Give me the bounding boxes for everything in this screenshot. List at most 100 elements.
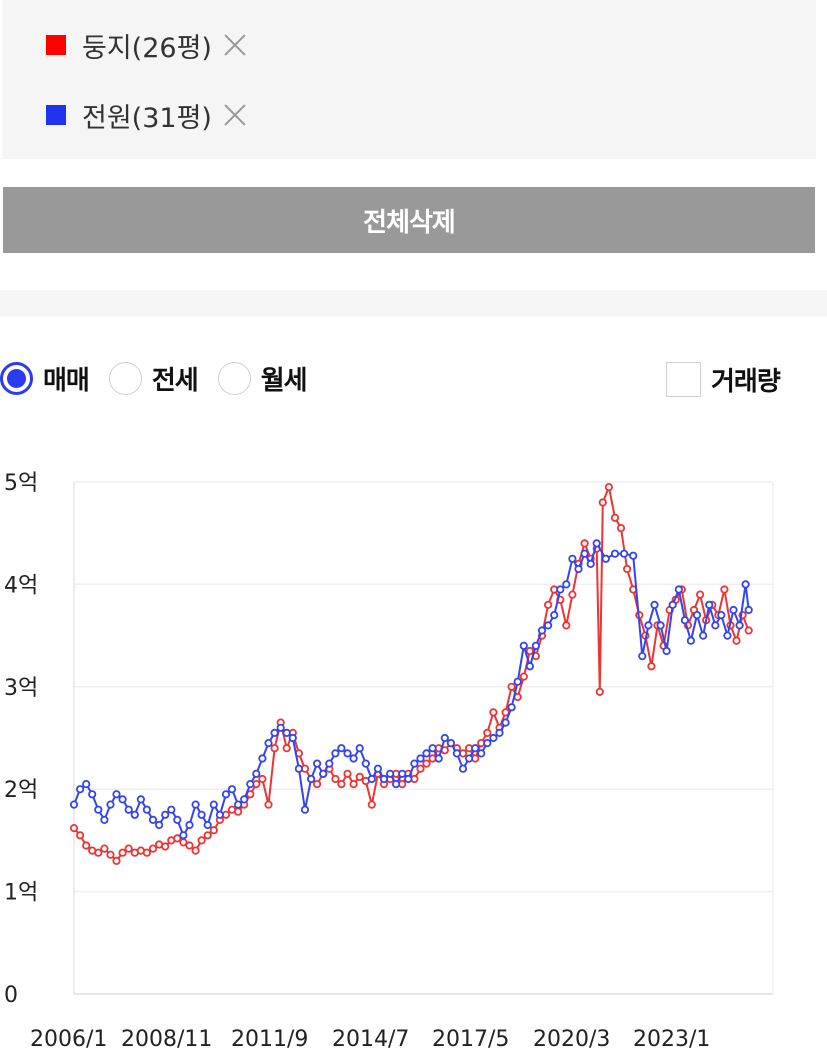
data-point (622, 564, 632, 574)
data-point (711, 621, 720, 630)
data-point (568, 554, 577, 563)
data-point (507, 703, 516, 712)
price-line-chart: 0 1억 2억 3억 4억 5억 2006/1 2008/11 2011/9 2014/7 2017… (4, 471, 774, 1052)
data-point (252, 769, 261, 778)
data-point (282, 728, 291, 737)
data-point (513, 677, 522, 686)
data-point (112, 856, 121, 865)
data-point (82, 841, 91, 850)
y-tick-label: 3억 (4, 676, 38, 701)
data-point (355, 744, 364, 753)
data-point (276, 723, 285, 732)
data-point (76, 785, 85, 794)
data-point (422, 749, 431, 758)
data-point (270, 728, 279, 737)
data-point (112, 790, 121, 799)
legend-item-jeonwon: 전원(31평) (46, 95, 250, 135)
data-point (203, 820, 212, 830)
radio-label: 전세 (151, 365, 199, 396)
data-point (610, 513, 620, 522)
data-point (550, 611, 559, 620)
data-point (580, 549, 589, 558)
data-point (161, 810, 170, 819)
data-point (82, 779, 91, 789)
data-point (264, 800, 273, 809)
data-point (349, 779, 358, 789)
radio-checked-icon[interactable] (0, 361, 33, 395)
data-point (495, 728, 504, 737)
data-point (100, 815, 109, 824)
y-tick-label: 5억 (4, 471, 38, 496)
delete-all-button[interactable]: 전체삭제 (3, 187, 815, 253)
data-point (483, 728, 492, 737)
data-point (167, 805, 176, 814)
data-point (240, 795, 249, 804)
volume-label: 거래량 (711, 367, 781, 397)
data-point (197, 836, 206, 845)
data-point (337, 744, 346, 753)
volume-toggle[interactable]: 거래량 (666, 361, 781, 398)
data-point (161, 842, 170, 851)
close-icon[interactable] (220, 30, 250, 60)
data-point (428, 744, 437, 753)
legend-label: 전원(31평) (82, 102, 212, 134)
data-point (629, 551, 638, 560)
data-point (343, 749, 352, 758)
data-point (650, 600, 659, 609)
data-point (483, 738, 492, 748)
data-point (124, 844, 133, 853)
data-point (391, 779, 401, 789)
x-tick-label: 2014/7 (332, 1027, 409, 1052)
data-point (695, 590, 705, 599)
data-point (118, 848, 127, 857)
y-tick-label: 4억 (4, 573, 38, 598)
series-line-0 (73, 486, 750, 862)
data-point (312, 779, 322, 789)
data-point (434, 754, 443, 763)
x-tick-label: 2023/1 (633, 1027, 710, 1052)
red-square-icon (46, 35, 66, 55)
radio-unchecked-icon[interactable] (217, 361, 251, 395)
data-point (142, 805, 151, 814)
data-point (270, 744, 279, 753)
radio-label: 매매 (43, 365, 90, 396)
data-point (477, 749, 486, 758)
data-point (367, 800, 376, 809)
data-point (264, 738, 273, 748)
data-point (562, 621, 571, 630)
data-point (398, 769, 407, 778)
data-point (720, 585, 729, 594)
data-point (735, 621, 744, 630)
data-point (106, 800, 115, 809)
data-point (598, 498, 607, 507)
data-point (616, 524, 626, 533)
radio-sale[interactable]: 매매 (0, 360, 90, 397)
data-point (556, 585, 565, 594)
data-point (288, 733, 297, 743)
data-point (136, 795, 145, 804)
close-icon[interactable] (220, 100, 250, 130)
data-point (692, 611, 702, 620)
x-tick-label: 2006/1 (30, 1027, 107, 1052)
data-point (507, 682, 516, 691)
data-point (258, 754, 267, 763)
blue-square-icon (46, 105, 66, 125)
data-point (610, 549, 620, 558)
data-point (458, 764, 468, 773)
data-point (300, 805, 310, 814)
data-point (209, 826, 218, 835)
radio-label: 월세 (260, 365, 308, 396)
data-point (88, 790, 97, 799)
radio-monthly-rent[interactable]: 월세 (217, 360, 308, 397)
radio-unchecked-icon[interactable] (108, 361, 142, 395)
data-point (404, 774, 413, 784)
data-point (537, 626, 547, 635)
data-point (258, 774, 267, 784)
series-line-1 (73, 542, 750, 837)
data-point (574, 564, 583, 574)
radio-jeonse[interactable]: 전세 (108, 360, 199, 397)
data-point (379, 774, 389, 784)
data-point (410, 759, 419, 768)
data-point (312, 759, 322, 768)
checkbox-icon[interactable] (666, 362, 701, 397)
